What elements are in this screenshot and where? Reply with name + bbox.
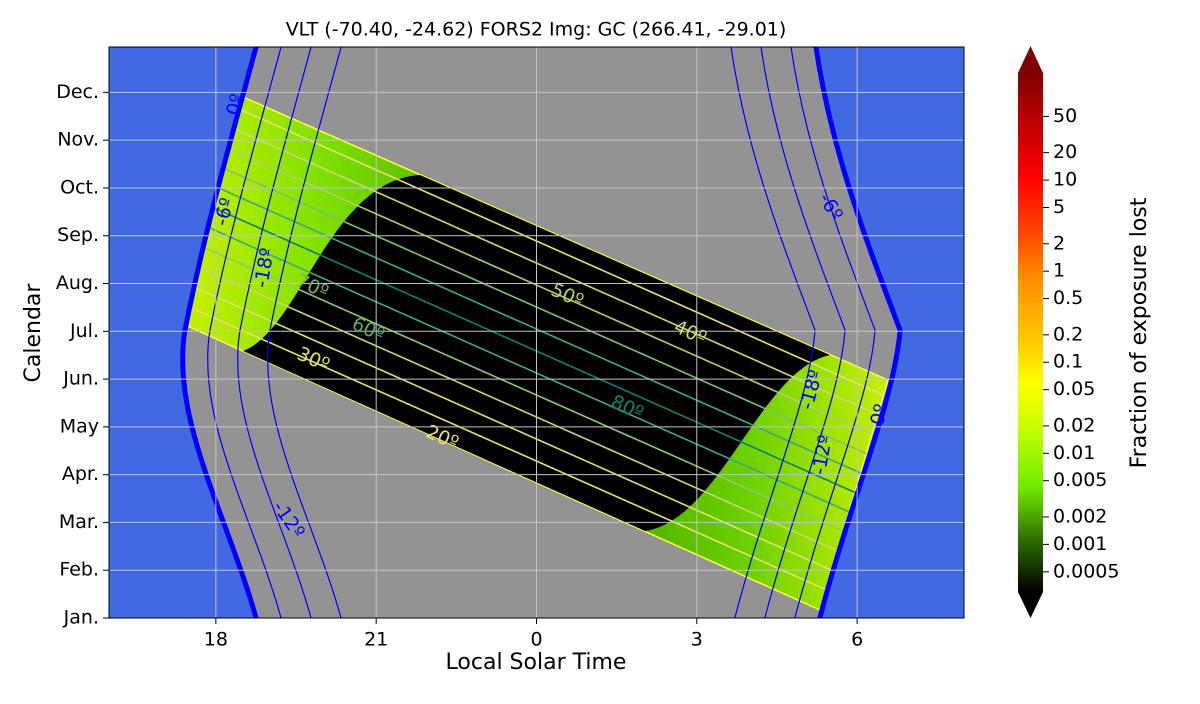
colorbar-tick-label: 0.05 xyxy=(1053,378,1095,400)
colorbar-tick-label: 0.02 xyxy=(1053,414,1095,436)
twilight-contour xyxy=(180,47,259,618)
x-axis-label: Local Solar Time xyxy=(446,650,627,675)
colorbar-label: Fraction of exposure lost xyxy=(1127,197,1152,468)
y-tick-label: Jun. xyxy=(62,368,99,390)
x-tick-label: 3 xyxy=(691,629,703,651)
x-tick-label: 21 xyxy=(364,629,388,651)
altitude-contour xyxy=(185,97,888,435)
colorbar-tick-label: 20 xyxy=(1053,141,1077,163)
y-tick-label: Nov. xyxy=(57,129,99,151)
colorbar-tick-label: 5 xyxy=(1053,196,1065,218)
x-tick-label: 6 xyxy=(851,629,863,651)
colorbar xyxy=(1018,73,1043,592)
altitude-contour xyxy=(185,266,888,610)
altitude-contour xyxy=(185,178,888,523)
twilight-contour xyxy=(237,47,312,618)
y-tick-label: May xyxy=(60,415,99,437)
altitude-contour xyxy=(185,222,888,567)
colorbar-tick-label: 0.0005 xyxy=(1053,560,1119,582)
colorbar-extend xyxy=(1018,46,1043,73)
twilight-contour xyxy=(207,47,282,618)
x-tick-label: 18 xyxy=(204,629,228,651)
colorbar-tick-label: 0.1 xyxy=(1053,351,1083,373)
y-tick-label: Jan. xyxy=(63,607,99,629)
y-axis-label: Calendar xyxy=(21,283,46,383)
x-tick-label: 0 xyxy=(530,629,542,651)
y-tick-label: Mar. xyxy=(59,511,99,533)
colorbar-tick-label: 0.001 xyxy=(1053,533,1107,555)
colorbar-tick-label: 1 xyxy=(1053,260,1065,282)
colorbar-tick-label: 0.002 xyxy=(1053,505,1107,527)
colorbar-tick-label: 50 xyxy=(1053,105,1077,127)
altitude-contour xyxy=(185,244,888,589)
twilight-contour xyxy=(267,47,342,618)
y-tick-label: Dec. xyxy=(56,81,99,103)
altitude-contour xyxy=(185,112,888,457)
chart-title: VLT (-70.40, -24.62) FORS2 Img: GC (266.… xyxy=(286,19,787,41)
colorbar-tick-label: 0.005 xyxy=(1053,469,1107,491)
altitude-contour xyxy=(185,288,888,610)
colorbar-tick-label: 0.5 xyxy=(1053,287,1083,309)
colorbar-extend xyxy=(1018,592,1043,618)
altitude-contour xyxy=(185,134,888,479)
colorbar-tick-label: 0.01 xyxy=(1053,442,1095,464)
y-tick-label: Aug. xyxy=(56,272,99,294)
y-tick-label: Feb. xyxy=(59,559,99,581)
altitude-contour xyxy=(185,97,888,413)
y-tick-label: Apr. xyxy=(62,463,99,485)
colorbar-tick-label: 10 xyxy=(1053,169,1077,191)
altitude-contour xyxy=(185,200,888,545)
colorbar-tick-label: 0.2 xyxy=(1053,323,1083,345)
y-tick-label: Jul. xyxy=(69,320,99,342)
altitude-contour xyxy=(185,156,888,501)
y-tick-label: Sep. xyxy=(57,224,99,246)
plot-frame xyxy=(108,46,965,619)
colorbar-tick-label: 2 xyxy=(1053,232,1065,254)
y-tick-label: Oct. xyxy=(60,176,99,198)
